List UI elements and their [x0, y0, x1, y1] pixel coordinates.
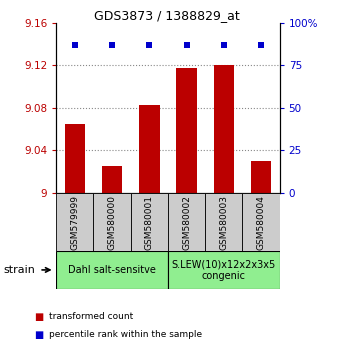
- Bar: [176, 68, 197, 193]
- Bar: [56, 193, 93, 251]
- Text: ■: ■: [34, 312, 43, 322]
- Text: S.LEW(10)x12x2x3x5
congenic: S.LEW(10)x12x2x3x5 congenic: [172, 259, 276, 281]
- Bar: [168, 251, 280, 289]
- Text: strain: strain: [3, 265, 35, 275]
- Point: [72, 42, 78, 48]
- Point: [147, 42, 152, 48]
- Text: GSM580002: GSM580002: [182, 195, 191, 250]
- Text: transformed count: transformed count: [49, 312, 134, 321]
- Text: GSM580003: GSM580003: [219, 195, 228, 250]
- Point: [221, 42, 226, 48]
- Point: [109, 42, 115, 48]
- Bar: [131, 193, 168, 251]
- Bar: [168, 193, 205, 251]
- Bar: [242, 193, 280, 251]
- Bar: [205, 193, 242, 251]
- Text: GSM580001: GSM580001: [145, 195, 154, 250]
- Bar: [213, 65, 234, 193]
- Point: [184, 42, 189, 48]
- Point: [258, 42, 264, 48]
- Text: Dahl salt-sensitve: Dahl salt-sensitve: [68, 265, 156, 275]
- Bar: [56, 251, 168, 289]
- Text: ■: ■: [34, 330, 43, 339]
- Bar: [93, 193, 131, 251]
- Text: GSM580004: GSM580004: [256, 195, 266, 250]
- Text: percentile rank within the sample: percentile rank within the sample: [49, 330, 203, 339]
- Bar: [139, 105, 160, 193]
- Bar: [102, 166, 122, 193]
- Bar: [251, 161, 271, 193]
- Text: GSM580000: GSM580000: [108, 195, 117, 250]
- Bar: [65, 124, 85, 193]
- Text: GDS3873 / 1388829_at: GDS3873 / 1388829_at: [94, 9, 240, 22]
- Text: GSM579999: GSM579999: [70, 195, 79, 250]
